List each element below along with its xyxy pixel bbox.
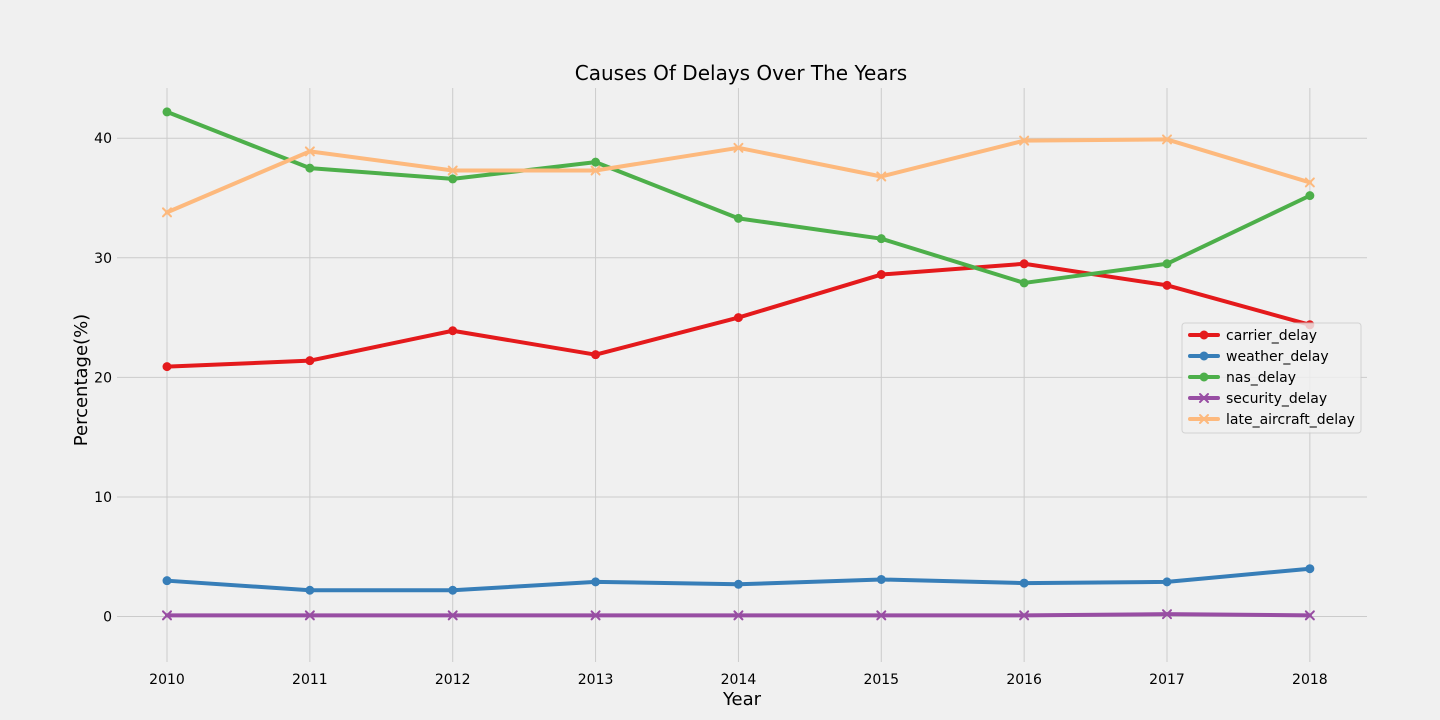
legend-label-nas_delay: nas_delay xyxy=(1226,370,1296,386)
security_delay-point-0 xyxy=(162,610,172,621)
legend-item-nas_delay: nas_delay xyxy=(1188,370,1296,386)
nas_delay-point-4 xyxy=(733,213,743,223)
security_delay-series xyxy=(162,609,1315,621)
y-tick-label-30: 30 xyxy=(94,251,112,267)
x-tick-label-2015: 2015 xyxy=(863,672,899,688)
legend-label-late_aircraft_delay: late_aircraft_delay xyxy=(1226,412,1355,428)
y-axis-title: Percentage(%) xyxy=(71,314,92,446)
x-tick-label-2011: 2011 xyxy=(292,672,328,688)
legend-item-security_delay: security_delay xyxy=(1188,391,1327,407)
weather_delay-series xyxy=(162,564,1315,595)
legend: carrier_delay weather_delay nas_delaysecur… xyxy=(1181,322,1362,434)
nas_delay-point-8 xyxy=(1305,191,1315,201)
nas_delay-point-1 xyxy=(305,163,315,173)
late_aircraft_delay-point-8 xyxy=(1304,177,1315,188)
security_delay-point-6 xyxy=(1019,610,1030,621)
legend-item-carrier_delay: carrier_delay xyxy=(1188,328,1317,344)
x-tick-label-2010: 2010 xyxy=(149,672,185,688)
carrier_delay-point-0 xyxy=(162,362,172,372)
security_delay-point-2 xyxy=(447,610,458,621)
carrier_delay-series xyxy=(162,259,1315,372)
late_aircraft_delay-point-7 xyxy=(1162,134,1172,145)
weather_delay-point-7 xyxy=(1162,577,1172,587)
security_delay-point-4 xyxy=(733,610,744,621)
nas_delay-point-3 xyxy=(591,157,601,167)
weather_delay-point-1 xyxy=(305,585,315,595)
nas_delay-point-2 xyxy=(448,174,458,184)
x-tick-label-2014: 2014 xyxy=(721,672,757,688)
legend-weather_delay-point-marker xyxy=(1199,351,1209,361)
late_aircraft_delay-point-2 xyxy=(447,165,458,176)
security_delay-point-3 xyxy=(590,610,601,621)
late_aircraft_delay-point-0 xyxy=(162,207,172,218)
security_delay-point-7 xyxy=(1162,609,1172,620)
nas_delay-series xyxy=(162,107,1315,288)
weather_delay-point-5 xyxy=(876,574,886,584)
security_delay-point-5 xyxy=(876,610,887,621)
chart-title: Causes Of Delays Over The Years xyxy=(575,61,907,85)
y-tick-label-20: 20 xyxy=(94,370,112,386)
y-tick-label-10: 10 xyxy=(94,490,112,506)
security_delay-point-1 xyxy=(304,610,315,621)
carrier_delay-point-5 xyxy=(876,270,886,280)
axis-layer: 2010 2011 2012 2013 2014 2015 2016 2017 2018 0 10 2… xyxy=(94,131,1328,688)
weather_delay-point-8 xyxy=(1305,564,1315,574)
carrier_delay-point-3 xyxy=(591,350,601,360)
y-tick-label-0: 0 xyxy=(103,610,112,626)
weather_delay-point-4 xyxy=(733,579,743,589)
legend-box xyxy=(1181,322,1362,434)
legend-carrier_delay-point-marker xyxy=(1199,330,1209,340)
carrier_delay-point-4 xyxy=(733,313,743,323)
carrier_delay-point-1 xyxy=(305,356,315,366)
late_aircraft_delay-point-4 xyxy=(733,142,744,153)
weather_delay-point-0 xyxy=(162,576,172,586)
nas_delay-point-5 xyxy=(876,234,886,244)
y-tick-label-40: 40 xyxy=(94,131,112,147)
legend-label-weather_delay: weather_delay xyxy=(1226,349,1329,365)
carrier_delay-point-6 xyxy=(1019,259,1029,269)
late_aircraft_delay-point-3 xyxy=(590,165,601,176)
legend-item-weather_delay: weather_delay xyxy=(1188,349,1329,365)
legend-security_delay-point-marker xyxy=(1199,393,1209,403)
nas_delay-point-7 xyxy=(1162,259,1172,269)
carrier_delay-point-7 xyxy=(1162,280,1172,290)
legend-label-security_delay: security_delay xyxy=(1226,391,1327,407)
x-axis-title: Year xyxy=(722,689,762,710)
late_aircraft_delay-series xyxy=(162,134,1315,218)
legend-label-carrier_delay: carrier_delay xyxy=(1226,328,1317,344)
legend-item-late_aircraft_delay: late_aircraft_delay xyxy=(1188,412,1355,428)
x-tick-label-2012: 2012 xyxy=(435,672,471,688)
late_aircraft_delay-point-6 xyxy=(1019,135,1030,146)
legend-late_aircraft_delay-point-marker xyxy=(1199,414,1209,424)
x-tick-label-2016: 2016 xyxy=(1006,672,1042,688)
series-layer xyxy=(162,107,1315,621)
nas_delay-point-6 xyxy=(1019,278,1029,288)
weather_delay-point-3 xyxy=(591,577,601,587)
nas_delay-point-0 xyxy=(162,107,172,117)
legend-nas_delay-point-marker xyxy=(1199,372,1209,382)
x-tick-label-2018: 2018 xyxy=(1292,672,1328,688)
weather_delay-point-2 xyxy=(448,585,458,595)
late_aircraft_delay-point-5 xyxy=(876,171,887,182)
security_delay-point-8 xyxy=(1304,610,1315,621)
weather_delay-point-6 xyxy=(1019,578,1029,588)
x-tick-label-2013: 2013 xyxy=(578,672,614,688)
x-tick-label-2017: 2017 xyxy=(1149,672,1185,688)
carrier_delay-point-2 xyxy=(448,326,458,336)
late_aircraft_delay-point-1 xyxy=(304,146,315,157)
